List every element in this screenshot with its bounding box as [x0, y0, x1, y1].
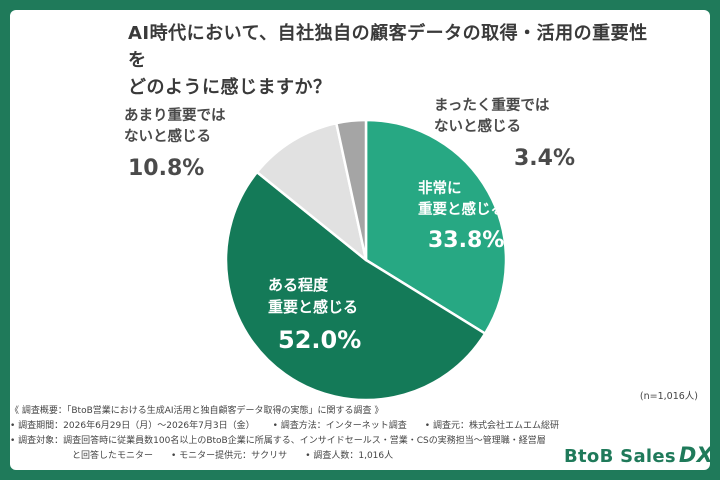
- survey-footnote: 《 調査概要：「BtoB営業における生成AI活用と独自顧客データ取得の実態」に関…: [10, 404, 610, 464]
- slice-label-line: ないと感じる: [124, 127, 211, 145]
- footnote-heading: 《 調査概要：「BtoB営業における生成AI活用と独自顧客データ取得の実態」に関…: [10, 406, 384, 416]
- footnote-row-4: と回答したモニター • モニター提供元：サクリサ • 調査人数：1,016人: [10, 449, 610, 464]
- brand-name: BtoB Sales: [564, 446, 676, 467]
- pie-slice-not-very-important: [255, 121, 368, 262]
- footnote-provider: • モニター提供元：サクリサ: [171, 451, 288, 461]
- footnote-target-continued: と回答したモニター: [72, 451, 154, 461]
- footnote-period: • 調査期間：2026年6月29日（月）〜2026年7月3日（金）: [10, 421, 255, 431]
- brand-suffix: DX: [678, 443, 714, 467]
- slice-label-line: 重要と感じる: [268, 298, 358, 316]
- footnote-row-2: • 調査期間：2026年6月29日（月）〜2026年7月3日（金） • 調査方法：…: [10, 419, 610, 434]
- footnote-count: • 調査人数：1,016人: [305, 451, 394, 461]
- slice-value-label: 33.8%: [428, 228, 504, 253]
- slice-value-label: 3.4%: [514, 146, 575, 171]
- slice-label-line: ある程度: [268, 276, 329, 294]
- slice-label-line: 非常に: [418, 179, 462, 197]
- footnote-method: • 調査方法：インターネット調査: [272, 421, 407, 431]
- pie-slice-not-important-at-all: [335, 118, 368, 262]
- chart-title-line-2: どのように感じますか？: [128, 77, 332, 98]
- slice-value-label: 52.0%: [278, 326, 361, 354]
- pie-slice-somewhat-important: [224, 170, 487, 402]
- brand-logo: BtoB Sales DX: [564, 443, 713, 467]
- slice-label-line: あまり重要では: [124, 106, 226, 124]
- slice-label-line: まったく重要では: [434, 96, 550, 114]
- footnote-target: • 調査対象：調査回答時に従業員数100名以上のBtoB企業に所属する、インサイ…: [10, 436, 546, 446]
- slice-value-label: 10.8%: [128, 156, 204, 181]
- sample-size-note: (n=1,016人): [639, 391, 698, 402]
- chart-title-line-1: AI時代において、自社独自の顧客データの取得・活用の重要性を: [128, 23, 648, 71]
- slice-label-line: 重要と感じる: [418, 200, 505, 218]
- slice-label-line: ないと感じる: [434, 117, 521, 135]
- chart-title: AI時代において、自社独自の顧客データの取得・活用の重要性を どのように感じます…: [128, 20, 648, 101]
- footnote-source: • 調査元：株式会社エムエム総研: [424, 421, 559, 431]
